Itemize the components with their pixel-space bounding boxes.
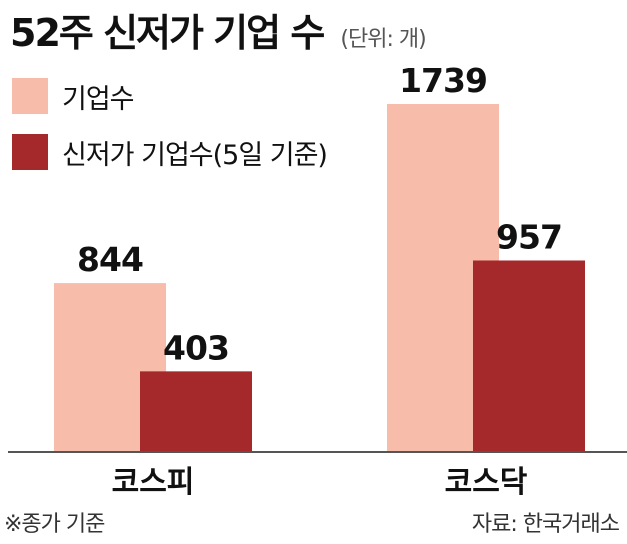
legend-swatch-companies [12,78,48,114]
category-label-1: 코스닥 [445,465,528,500]
data-label-1-1: 957 [496,217,562,256]
data-label-1-0: 1739 [399,61,487,100]
bar-0-1 [140,371,252,452]
legend-swatch-new-low [12,134,48,170]
legend-item-companies: 기업수 [12,78,327,115]
legend-label-companies: 기업수 [62,83,135,115]
bar-1-1 [473,260,585,452]
source-note: 자료: 한국거래소 [471,512,620,537]
chart-title: 52주 신저가 기업 수 [10,11,325,55]
data-label-0-0: 844 [77,240,143,279]
legend: 기업수 신저가 기업수(5일 기준) [12,78,328,190]
category-label-0: 코스피 [112,465,195,500]
title-row: 52주 신저가 기업 수 (단위: 개) [10,2,427,57]
legend-label-new-low: 신저가 기업수(5일 기준) [62,139,328,171]
unit-label: (단위: 개) [340,27,426,52]
footnote: ※종가 기준 [4,512,105,537]
data-label-0-1: 403 [163,328,229,367]
legend-item-new-low: 신저가 기업수(5일 기준) [12,134,328,171]
